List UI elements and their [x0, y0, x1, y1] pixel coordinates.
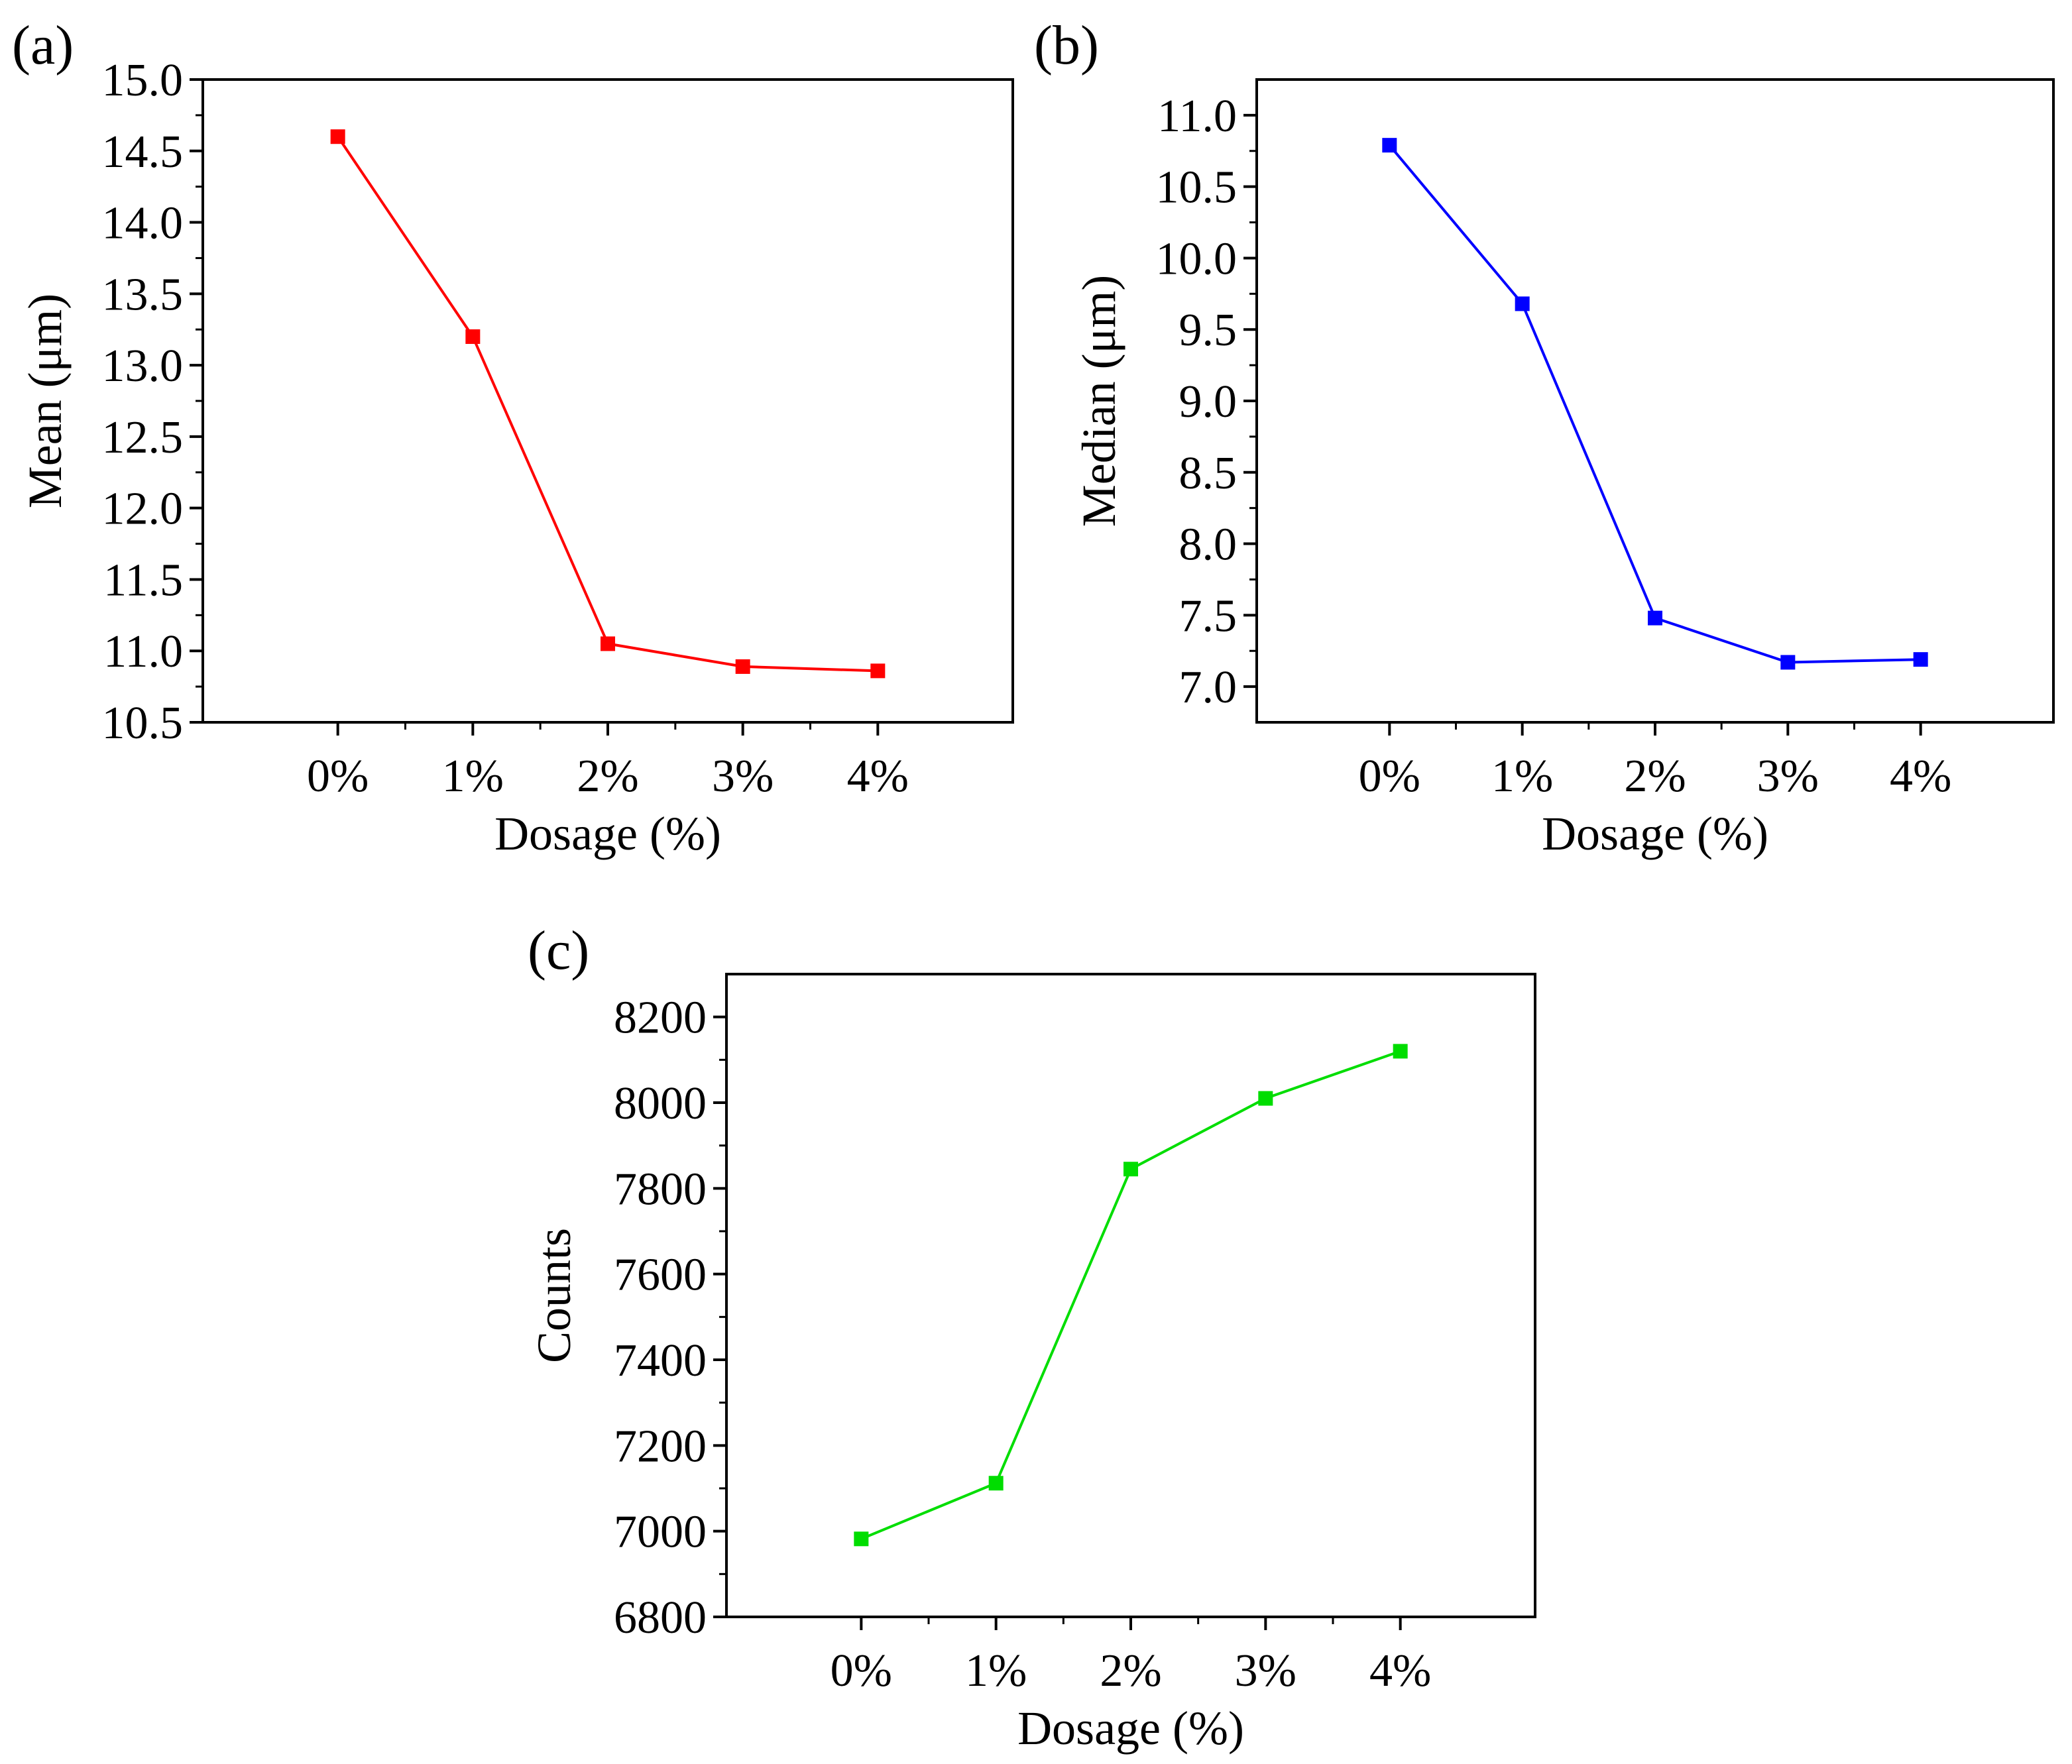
- data-point: [1393, 1044, 1408, 1059]
- x-tick-label: 0%: [1359, 751, 1420, 802]
- data-point: [330, 129, 345, 144]
- x-tick-label: 3%: [1757, 751, 1819, 802]
- series-line: [1388, 144, 1921, 664]
- data-point: [1913, 652, 1928, 667]
- chart-panel-3: (c) 6800 7000 7200 7400 7600 7800 8000 8200 0% 1% 2…: [528, 920, 1536, 1755]
- y-tick-label: 15.0: [102, 55, 184, 106]
- x-tick-label: 0%: [307, 751, 369, 802]
- y-tick-label: 13.5: [102, 269, 184, 320]
- y-tick-label: 11.0: [103, 626, 183, 677]
- y-tick-label: 6800: [614, 1592, 707, 1643]
- x-tick-label: 4%: [847, 751, 909, 802]
- data-point: [1780, 655, 1796, 670]
- y-tick-label: 8.5: [1179, 448, 1237, 499]
- x-tick-label: 3%: [1235, 1645, 1296, 1696]
- x-tick-label: 2%: [1100, 1645, 1161, 1696]
- x-tick-label: 3%: [712, 751, 774, 802]
- y-tick-label: 12.5: [102, 412, 184, 463]
- data-point: [1382, 138, 1397, 153]
- y-tick-label: 8000: [614, 1078, 707, 1129]
- y-tick-label: 11.5: [103, 555, 183, 606]
- panel-label: (b): [1034, 15, 1099, 76]
- panel-label: (a): [12, 15, 74, 76]
- data-point: [854, 1531, 869, 1547]
- x-tick-label: 2%: [577, 751, 638, 802]
- x-tick-label: 1%: [442, 751, 504, 802]
- x-tick-label: 1%: [965, 1645, 1027, 1696]
- plot-frame: [725, 973, 1536, 1618]
- data-point: [1515, 296, 1530, 311]
- data-point: [465, 329, 481, 344]
- y-tick-label: 10.0: [1156, 233, 1237, 284]
- chart-panel-2: (b) 7.0 7.5 8.0 8.5 9.0 9.5 10.0 10.5 11.0 0% 1% 2% 3…: [1034, 15, 2055, 860]
- data-point: [988, 1476, 1004, 1491]
- y-tick-label: 7400: [614, 1335, 707, 1386]
- y-tick-label: 10.5: [102, 698, 184, 749]
- y-tick-label: 7.5: [1179, 590, 1237, 641]
- x-tick-label: 4%: [1369, 1645, 1431, 1696]
- y-tick-label: 8200: [614, 993, 707, 1044]
- y-tick-label: 14.0: [102, 198, 184, 249]
- y-tick-label: 7.0: [1179, 662, 1237, 713]
- y-axis-title: Mean (μm): [19, 294, 72, 509]
- data-point: [1123, 1162, 1138, 1177]
- y-axis-title: Median (μm): [1072, 275, 1125, 527]
- y-tick-label: 14.5: [102, 127, 184, 178]
- x-axis-title: Dosage (%): [1542, 807, 1768, 860]
- y-tick-label: 9.5: [1179, 305, 1237, 356]
- x-tick-label: 4%: [1890, 751, 1951, 802]
- y-tick-label: 8.0: [1179, 520, 1237, 571]
- x-axis-title: Dosage (%): [494, 807, 721, 860]
- y-tick-label: 7600: [614, 1250, 707, 1301]
- panel-label: (c): [528, 920, 589, 981]
- y-tick-label: 10.5: [1156, 162, 1237, 213]
- x-tick-label: 0%: [831, 1645, 892, 1696]
- series-line: [860, 1050, 1401, 1541]
- y-tick-label: 7200: [614, 1421, 707, 1472]
- plot-frame: [1255, 78, 2055, 724]
- data-point: [1648, 610, 1662, 626]
- y-tick-label: 11.0: [1157, 91, 1237, 142]
- chart-panel-1: (a) 10.5 11.0 11.5 12.0 12.5 13.0 13.5 14.0 14.5 1…: [12, 15, 1014, 860]
- data-point: [870, 663, 886, 679]
- y-tick-label: 9.0: [1179, 376, 1237, 427]
- y-tick-label: 7800: [614, 1164, 707, 1215]
- data-point: [601, 636, 615, 651]
- x-tick-label: 2%: [1624, 751, 1686, 802]
- x-axis-title: Dosage (%): [1017, 1702, 1244, 1755]
- series-line: [337, 136, 878, 673]
- y-axis-title: Counts: [528, 1228, 581, 1363]
- y-tick-label: 7000: [614, 1507, 707, 1558]
- x-tick-label: 1%: [1491, 751, 1553, 802]
- plot-frame: [201, 78, 1014, 724]
- y-tick-label: 13.0: [102, 341, 184, 392]
- data-point: [735, 659, 750, 674]
- data-point: [1258, 1091, 1273, 1106]
- y-tick-label: 12.0: [102, 484, 184, 535]
